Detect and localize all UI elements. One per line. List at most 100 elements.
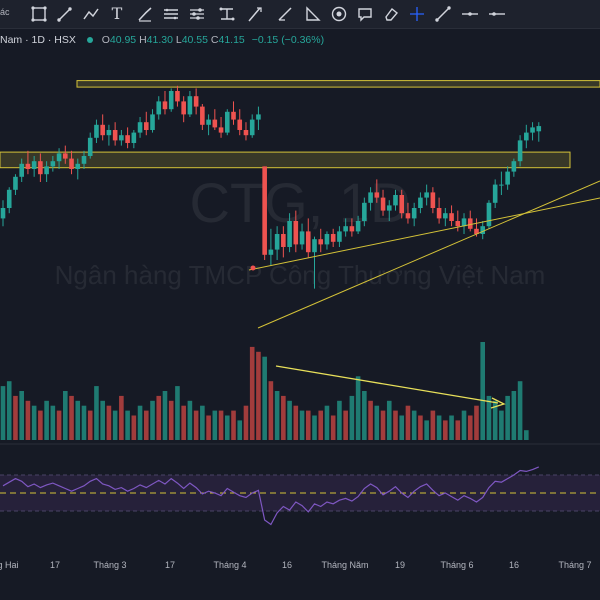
candle-body bbox=[418, 197, 423, 208]
low-label: L bbox=[175, 34, 182, 46]
candle-body bbox=[143, 122, 149, 130]
volume-divergence-arrow bbox=[275, 365, 499, 404]
measure-angle-tool[interactable] bbox=[302, 3, 324, 25]
candle bbox=[393, 189, 398, 211]
symbol-label[interactable]: Nam · 1D · HSX bbox=[0, 34, 76, 46]
candle bbox=[418, 192, 423, 214]
candle-body bbox=[31, 161, 37, 169]
candle bbox=[337, 226, 342, 247]
candle-body bbox=[524, 132, 529, 141]
candle-body bbox=[100, 124, 105, 136]
price-legend: Nam · 1D · HSX O40.95 H41.30 L40.55 C41.… bbox=[0, 34, 324, 46]
volume-bar bbox=[175, 386, 180, 440]
close-value: 41.15 bbox=[218, 34, 245, 46]
volume-bar bbox=[231, 410, 236, 440]
candle-body bbox=[249, 119, 255, 136]
volume-bar bbox=[94, 386, 99, 440]
volume-bar bbox=[0, 386, 6, 440]
candle-body bbox=[436, 208, 442, 219]
candle-body bbox=[349, 226, 355, 232]
fib-tool[interactable] bbox=[244, 3, 266, 25]
candle-body bbox=[505, 171, 510, 185]
candle-body bbox=[424, 192, 429, 198]
candle bbox=[237, 109, 243, 136]
volume-bar bbox=[106, 405, 112, 440]
horizontal-line-tool[interactable] bbox=[459, 3, 481, 25]
candle bbox=[31, 156, 37, 177]
candle bbox=[343, 218, 348, 237]
candle-body bbox=[119, 135, 124, 141]
candle-body bbox=[13, 176, 18, 190]
polyline-tool[interactable] bbox=[80, 3, 102, 25]
candle-body bbox=[206, 119, 211, 125]
candle-body bbox=[224, 111, 230, 133]
volume-bar bbox=[474, 405, 479, 440]
volume-bar bbox=[455, 420, 461, 440]
comment-icon bbox=[358, 8, 372, 22]
volume-bar bbox=[224, 415, 230, 440]
lines-icon bbox=[164, 8, 178, 20]
volume-bar bbox=[56, 410, 62, 440]
candle-body bbox=[150, 114, 155, 130]
volume-bar bbox=[467, 415, 473, 440]
volume-bar bbox=[50, 405, 56, 440]
text-tool[interactable]: T bbox=[111, 4, 123, 23]
ray-tool[interactable] bbox=[432, 3, 454, 25]
crosshair-tool[interactable] bbox=[406, 3, 428, 25]
brush-tool[interactable] bbox=[134, 3, 156, 25]
uptrend-line-2 bbox=[257, 180, 600, 329]
volume-bar bbox=[499, 410, 504, 440]
candle-body bbox=[386, 205, 392, 211]
comment-tool[interactable] bbox=[354, 3, 376, 25]
candle-body bbox=[368, 192, 373, 203]
candle bbox=[386, 200, 392, 221]
horizontal-ray-tool[interactable] bbox=[486, 3, 508, 25]
candle-body bbox=[218, 127, 224, 133]
eraser-icon bbox=[385, 8, 399, 21]
trendline-tool[interactable] bbox=[274, 3, 296, 25]
pen-tool[interactable] bbox=[54, 3, 76, 25]
volume-bar bbox=[44, 400, 49, 440]
candle bbox=[368, 187, 373, 211]
candle bbox=[187, 91, 193, 117]
lines-tool[interactable] bbox=[160, 3, 182, 25]
range-tool[interactable] bbox=[216, 3, 238, 25]
candle-body bbox=[492, 184, 498, 203]
month-label: Tháng 6 bbox=[440, 560, 474, 570]
volume-bar bbox=[393, 410, 398, 440]
candle bbox=[424, 184, 429, 206]
candle-body bbox=[87, 137, 93, 156]
candle bbox=[486, 200, 492, 229]
eraser-tool[interactable] bbox=[380, 3, 402, 25]
candle bbox=[75, 158, 81, 180]
candle bbox=[436, 197, 442, 224]
price-chart[interactable]: CTG, 1D Ngân hàng TMCP Công Thương Việt N… bbox=[0, 28, 600, 555]
candle bbox=[449, 205, 454, 227]
candle bbox=[0, 200, 6, 227]
candle bbox=[536, 122, 542, 142]
volume-bar bbox=[318, 410, 324, 440]
month-label: Tháng 3 bbox=[93, 560, 127, 570]
month-label: 19 bbox=[394, 560, 406, 570]
selection-rect-tool[interactable] bbox=[28, 3, 50, 25]
candle bbox=[56, 148, 62, 169]
candle bbox=[106, 124, 112, 146]
open-label: O bbox=[101, 34, 110, 46]
volume-bar bbox=[200, 405, 205, 440]
candle-body bbox=[274, 234, 280, 250]
target-tool[interactable] bbox=[328, 3, 350, 25]
candle-body bbox=[193, 96, 199, 107]
candle-body bbox=[474, 228, 479, 234]
low-value: 40.55 bbox=[181, 34, 208, 46]
candle-body bbox=[486, 202, 492, 227]
volume-bar bbox=[430, 410, 436, 440]
candle-body bbox=[181, 101, 186, 115]
candle bbox=[243, 122, 249, 141]
candle bbox=[25, 150, 31, 175]
sliders-tool[interactable] bbox=[186, 3, 208, 25]
candle-body bbox=[405, 213, 411, 219]
volume-bar bbox=[368, 400, 373, 440]
month-label: Tháng 7 bbox=[558, 560, 592, 570]
change-value: −0.15 (−0.36%) bbox=[251, 34, 325, 46]
volume-bar bbox=[150, 400, 155, 440]
